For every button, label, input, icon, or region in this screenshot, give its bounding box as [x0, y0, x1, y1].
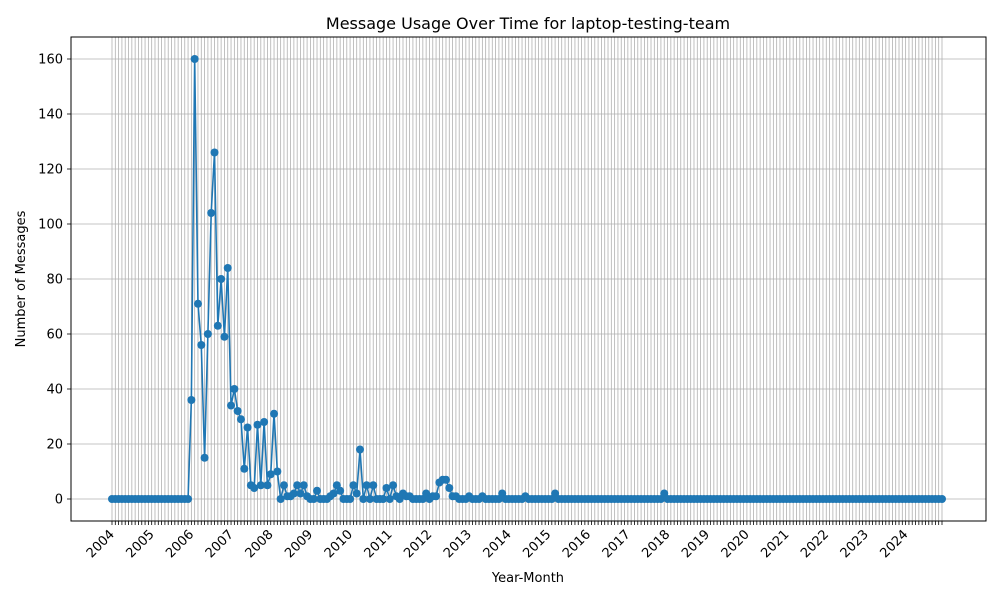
data-point — [382, 484, 391, 492]
series-group — [108, 55, 946, 503]
data-point — [362, 481, 371, 490]
data-point — [336, 486, 345, 495]
y-tick-label: 20 — [46, 438, 63, 453]
x-tick-label: 2017 — [600, 527, 634, 561]
y-axis-label: Number of Messages — [14, 210, 29, 347]
data-point — [230, 385, 239, 393]
data-point — [200, 453, 209, 462]
data-point — [207, 209, 216, 217]
data-point — [253, 420, 262, 429]
data-point — [352, 489, 361, 498]
data-point — [356, 445, 365, 454]
y-tick-label: 60 — [46, 328, 63, 343]
x-tick-label: 2020 — [719, 527, 753, 561]
data-point — [187, 396, 196, 404]
x-tick-label: 2021 — [758, 527, 792, 561]
data-point — [197, 341, 206, 349]
x-tick-label: 2015 — [520, 527, 554, 561]
data-point — [270, 409, 279, 418]
data-point — [227, 401, 236, 410]
data-point — [296, 489, 305, 498]
x-axis-ticks: 2004 2005 2006 2007 2008 2009 2010 2011 2012 2013… — [84, 521, 943, 561]
x-axis-label: Year-Month — [491, 571, 564, 586]
x-tick-label: 2006 — [163, 527, 197, 561]
data-point — [299, 481, 308, 490]
data-point — [263, 481, 272, 490]
data-point — [441, 475, 450, 484]
data-point — [938, 495, 946, 503]
data-point — [233, 407, 242, 415]
data-point — [256, 481, 265, 490]
data-point — [445, 484, 454, 492]
x-tick-label: 2013 — [441, 527, 475, 561]
y-tick-label: 160 — [38, 53, 63, 68]
chart-title: Message Usage Over Time for laptop-testi… — [326, 14, 730, 33]
x-tick-label: 2024 — [877, 527, 911, 561]
data-point — [223, 264, 232, 272]
x-tick-label: 2009 — [282, 527, 316, 561]
data-point — [432, 492, 441, 501]
y-axis-ticks: 0 20 40 60 80 100 120 140 160 — [38, 53, 71, 508]
data-point — [190, 55, 199, 63]
x-tick-label: 2008 — [243, 527, 277, 561]
data-point — [329, 489, 338, 498]
y-tick-label: 0 — [55, 493, 63, 508]
x-tick-label: 2004 — [84, 527, 118, 561]
data-point — [359, 495, 368, 503]
data-point — [365, 495, 374, 503]
data-point — [346, 495, 355, 503]
data-point — [217, 275, 226, 283]
data-point — [313, 486, 322, 495]
data-point — [379, 495, 388, 503]
x-tick-label: 2019 — [679, 527, 713, 561]
y-tick-label: 40 — [46, 383, 63, 398]
data-point — [213, 321, 222, 330]
y-tick-label: 80 — [46, 273, 63, 288]
x-tick-label: 2014 — [481, 527, 515, 561]
data-point — [236, 415, 245, 424]
x-tick-label: 2023 — [838, 527, 872, 561]
data-point — [349, 481, 358, 490]
data-point — [243, 423, 252, 432]
x-tick-label: 2011 — [362, 527, 396, 561]
data-point — [193, 299, 202, 308]
data-point — [220, 332, 229, 341]
data-point — [240, 464, 249, 473]
y-tick-label: 120 — [38, 163, 63, 178]
data-point — [273, 467, 282, 476]
data-point — [309, 495, 318, 503]
data-point — [266, 470, 275, 479]
data-point — [293, 481, 302, 490]
data-point — [279, 481, 288, 490]
y-tick-label: 140 — [38, 108, 63, 123]
data-point — [184, 495, 193, 503]
x-tick-label: 2012 — [401, 527, 435, 561]
x-tick-label: 2022 — [798, 527, 832, 561]
data-point — [276, 495, 285, 503]
x-tick-label: 2007 — [203, 527, 237, 561]
x-tick-label: 2010 — [322, 527, 356, 561]
data-point — [210, 148, 219, 157]
data-point — [385, 495, 394, 503]
data-point — [389, 481, 398, 490]
x-tick-label: 2018 — [639, 527, 673, 561]
data-point — [369, 481, 378, 490]
data-point — [289, 489, 298, 498]
data-point — [250, 484, 259, 492]
data-point — [203, 330, 212, 338]
x-tick-label: 2016 — [560, 527, 594, 561]
x-tick-label: 2005 — [124, 527, 158, 561]
y-tick-label: 100 — [38, 218, 63, 233]
data-point — [260, 418, 269, 426]
